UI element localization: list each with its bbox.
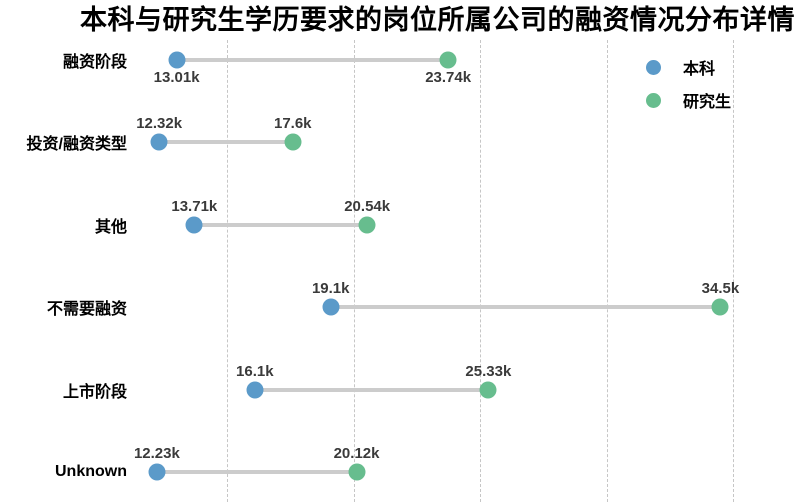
dumbbell-connector xyxy=(254,387,489,392)
value-label: 12.32k xyxy=(136,115,183,133)
value-label: 12.23k xyxy=(133,445,180,462)
legend-item: 本科 xyxy=(646,55,731,79)
gridline xyxy=(733,40,735,502)
bachelor-dot xyxy=(150,133,168,151)
bachelor-dot xyxy=(322,298,340,316)
value-label: 13.01k xyxy=(153,69,200,86)
gridline xyxy=(606,40,608,502)
bachelor-legend-swatch xyxy=(646,59,661,75)
value-label: 19.1k xyxy=(311,280,350,298)
dumbbell-connector xyxy=(159,140,293,145)
gridline xyxy=(480,40,481,502)
gridline xyxy=(227,40,228,502)
value-label: 23.74k xyxy=(425,69,472,86)
graduate-dot xyxy=(711,298,729,316)
legend: 本科 研究生 xyxy=(646,55,731,112)
graduate-dot xyxy=(348,463,366,481)
graduate-dot xyxy=(284,133,302,151)
legend-label: 本科 xyxy=(683,61,716,78)
category-label: 投资/融资类型 xyxy=(26,136,127,154)
bachelor-dot xyxy=(168,51,186,69)
bachelor-dot xyxy=(185,216,203,234)
gridline xyxy=(353,40,355,502)
category-label: 融资阶段 xyxy=(62,54,127,71)
legend-item: 研究生 xyxy=(646,88,731,112)
category-label: 上市阶段 xyxy=(62,383,127,401)
category-label: 其他 xyxy=(94,218,127,236)
value-label: 20.54k xyxy=(344,197,391,215)
dumbbell-connector xyxy=(330,305,721,310)
graduate-legend-swatch xyxy=(646,92,661,108)
value-label: 34.5k xyxy=(701,280,740,298)
dumbbell-connector xyxy=(194,222,368,227)
bachelor-dot xyxy=(148,463,166,481)
category-label: 不需要融资 xyxy=(46,301,127,319)
category-label: Unknown xyxy=(55,463,127,480)
dumbbell-connector xyxy=(156,470,357,474)
dumbbell-connector xyxy=(176,58,449,62)
graduate-dot xyxy=(479,381,497,399)
value-label: 16.1k xyxy=(236,362,274,380)
value-label: 25.33k xyxy=(465,362,512,380)
graduate-dot xyxy=(439,51,457,69)
value-label: 17.6k xyxy=(273,115,312,133)
value-label: 13.71k xyxy=(171,197,218,215)
bachelor-dot xyxy=(246,381,264,399)
value-label: 20.12k xyxy=(333,445,380,462)
graduate-dot xyxy=(358,216,376,234)
legend-label: 研究生 xyxy=(683,94,732,111)
chart-title: 本科与研究生学历要求的岗位所属公司的融资情况分布详情 xyxy=(80,5,795,35)
